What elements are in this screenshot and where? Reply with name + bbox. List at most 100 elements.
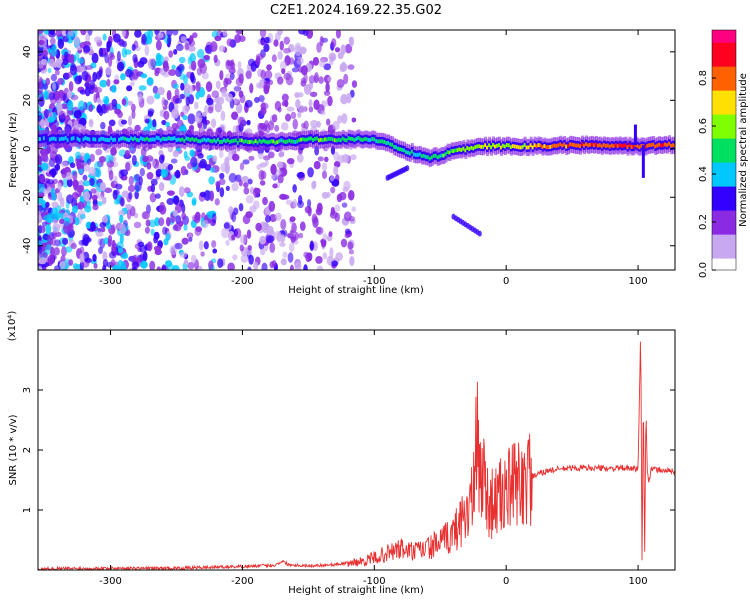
- ridge-core: [353, 138, 357, 143]
- ridge-core: [108, 138, 112, 143]
- noise-blob: [138, 85, 147, 91]
- colorbar-step: [712, 224, 736, 227]
- noise-blob: [140, 73, 148, 79]
- noise-blob: [285, 113, 292, 122]
- noise-blob: [45, 201, 50, 208]
- ridge-core: [606, 143, 610, 148]
- noise-blob: [315, 255, 323, 264]
- noise-blob: [169, 245, 178, 256]
- noise-blob: [281, 93, 289, 102]
- ridge-core: [232, 138, 236, 143]
- ridge-core: [129, 136, 133, 141]
- spectrogram-x-tick-label: -100: [363, 276, 386, 287]
- colorbar-step: [712, 268, 736, 271]
- colorbar-step: [712, 162, 736, 165]
- noise-blob: [304, 205, 312, 214]
- noise-blob: [162, 226, 168, 236]
- noise-blob: [71, 192, 79, 200]
- noise-blob: [277, 174, 284, 184]
- snr-x-tick-label: -300: [99, 576, 122, 587]
- noise-blob: [46, 217, 52, 224]
- ridge-core: [618, 143, 622, 147]
- noise-blob: [327, 95, 333, 107]
- ridge-core: [201, 138, 205, 143]
- ridge-core: [266, 140, 270, 145]
- noise-blob: [209, 167, 216, 173]
- noise-blob: [219, 150, 224, 159]
- noise-blob: [248, 155, 255, 161]
- colorbar-step: [712, 188, 736, 191]
- noise-blob: [38, 265, 43, 270]
- colorbar-step: [712, 222, 736, 225]
- noise-blob: [172, 30, 179, 36]
- colorbar-step: [712, 66, 736, 69]
- noise-blob: [332, 120, 340, 131]
- colorbar-step: [712, 190, 736, 193]
- noise-blob: [66, 178, 73, 188]
- noise-blob: [69, 53, 75, 65]
- colorbar-step: [712, 214, 736, 217]
- noise-blob: [312, 56, 320, 66]
- noise-blob: [205, 81, 213, 92]
- colorbar-step: [712, 90, 736, 93]
- noise-blob: [349, 255, 355, 267]
- noise-blob: [140, 260, 148, 269]
- noise-blob: [178, 56, 186, 64]
- noise-blob: [341, 154, 350, 163]
- colorbar-step: [712, 82, 736, 85]
- colorbar-step: [712, 180, 736, 183]
- noise-blob: [62, 57, 69, 66]
- colorbar-step: [712, 252, 736, 255]
- ridge-core: [363, 137, 367, 142]
- colorbar-step: [712, 50, 736, 53]
- noise-blob: [150, 183, 156, 193]
- noise-blob: [82, 180, 91, 187]
- noise-blob: [238, 35, 246, 43]
- noise-blob: [54, 69, 60, 76]
- ridge-core: [531, 145, 535, 150]
- noise-blob: [50, 73, 58, 82]
- ridge-core: [244, 139, 248, 144]
- ridge-core: [175, 138, 179, 143]
- ridge-core: [282, 139, 286, 144]
- noise-blob: [181, 212, 187, 221]
- noise-blob: [131, 109, 136, 120]
- colorbar-step: [712, 58, 736, 61]
- ridge-core: [551, 144, 555, 149]
- ridge-core: [395, 145, 399, 150]
- ridge-core: [614, 143, 618, 148]
- ridge-core: [646, 143, 650, 148]
- ridge-core: [147, 137, 151, 142]
- noise-blob: [54, 265, 61, 270]
- ridge-core: [600, 144, 604, 149]
- noise-blob: [266, 64, 272, 71]
- noise-blob: [133, 221, 142, 229]
- noise-blob: [347, 241, 354, 250]
- noise-blob: [187, 113, 196, 125]
- figure-title: C2E1.2024.169.22.35.G02: [270, 3, 442, 18]
- colorbar-step: [712, 130, 736, 133]
- noise-blob: [73, 179, 79, 191]
- noise-blob: [225, 239, 230, 246]
- noise-blob: [102, 264, 107, 270]
- noise-blob: [234, 228, 242, 239]
- ridge-core: [256, 140, 260, 145]
- colorbar-gradient: [712, 30, 736, 271]
- noise-blob: [126, 208, 132, 220]
- noise-blob: [101, 196, 107, 205]
- ridge-core: [226, 138, 230, 143]
- noise-blob: [245, 195, 254, 204]
- noise-blob: [269, 242, 276, 254]
- colorbar: 0.0 0.2 0.4 0.6 0.8 Normalized spectral ampl…: [698, 29, 749, 278]
- noise-blob: [292, 198, 298, 209]
- noise-blob: [134, 181, 142, 192]
- ridge-core: [155, 135, 159, 140]
- noise-blob: [183, 224, 188, 231]
- noise-blob: [275, 212, 282, 221]
- colorbar-step: [712, 74, 736, 77]
- ridge-core: [217, 137, 221, 142]
- noise-blob: [95, 168, 102, 178]
- noise-blob: [243, 187, 250, 195]
- noise-blob: [120, 197, 125, 207]
- colorbar-step: [712, 266, 736, 269]
